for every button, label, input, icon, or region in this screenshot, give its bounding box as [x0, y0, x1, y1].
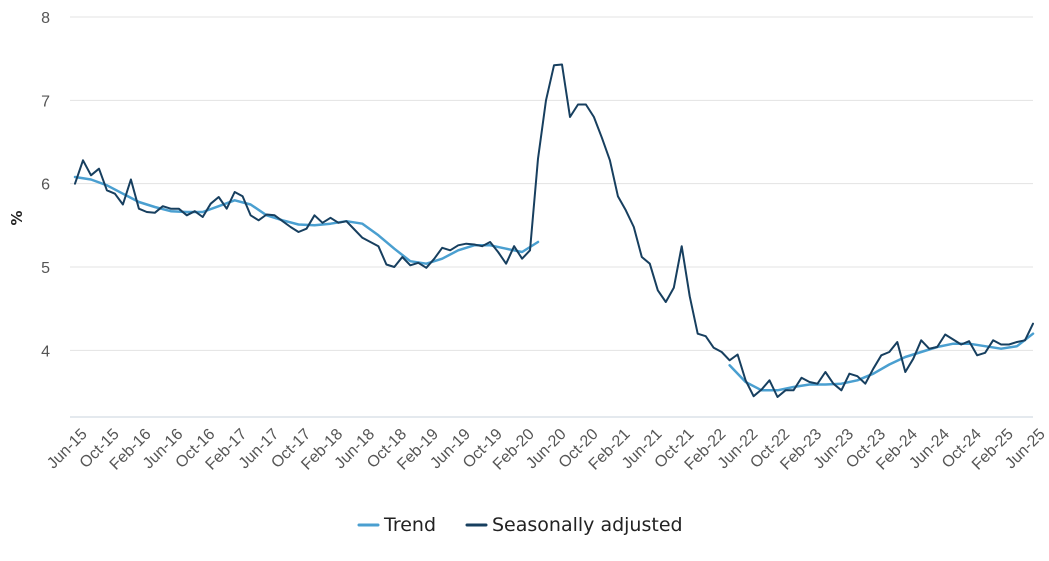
- y-axis-title: %: [8, 210, 26, 225]
- series-line-trend-0[interactable]: [73, 175, 540, 265]
- legend-label-trend: Trend: [383, 514, 436, 536]
- x-axis-ticks: Jun-15Oct-15Feb-16Jun-16Oct-16Feb-17Jun-…: [44, 426, 1049, 474]
- y-tick-label: 5: [41, 260, 50, 277]
- series-line-trend-1[interactable]: [728, 332, 1035, 392]
- y-tick-label: 6: [41, 177, 50, 194]
- gridlines: [70, 16, 1033, 351]
- legend-item-trend[interactable]: Trend: [357, 514, 436, 536]
- y-tick-label: 4: [41, 343, 50, 360]
- legend-item-seasonally-adjusted[interactable]: Seasonally adjusted: [465, 514, 683, 536]
- y-tick-label: 7: [41, 93, 50, 110]
- legend: Trend Seasonally adjusted: [357, 514, 683, 536]
- y-tick-label: 8: [41, 10, 50, 27]
- y-axis-ticks: 4 5 6 7 8: [41, 10, 50, 360]
- legend-label-seasonally-adjusted: Seasonally adjusted: [492, 514, 683, 536]
- series-line-seasonally-adjusted-2[interactable]: [74, 63, 1034, 398]
- series-lines: [73, 63, 1035, 398]
